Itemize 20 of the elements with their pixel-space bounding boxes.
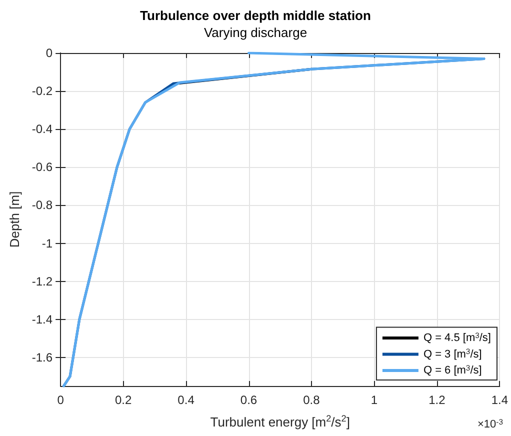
y-axis-title: Depth [m] <box>7 191 22 248</box>
y-tick-label: -1.4 <box>32 312 53 326</box>
chart-title: Turbulence over depth middle station <box>140 8 371 23</box>
y-tick-label: -1.6 <box>32 350 53 364</box>
y-tick-label: 0 <box>46 46 53 60</box>
chart-subtitle: Varying discharge <box>204 25 308 40</box>
x-tick-label: 1.2 <box>428 393 446 407</box>
x-tick-label: 0.8 <box>303 393 320 407</box>
x-tick-label: 0 <box>57 393 64 407</box>
x-tick-label: 1 <box>370 393 378 407</box>
y-tick-label: -0.2 <box>32 84 53 98</box>
x-tick-label: 1.4 <box>491 393 508 407</box>
x-tick-label: 0.4 <box>178 393 195 407</box>
y-tick-label: -0.4 <box>32 122 53 136</box>
x-tick-label: 0.6 <box>240 393 258 407</box>
y-tick-label: -0.8 <box>32 198 53 212</box>
x-tick-label: 0.2 <box>114 393 132 407</box>
y-tick-label: -1.2 <box>32 274 53 288</box>
y-tick-label: -1 <box>42 236 53 250</box>
y-tick-label: -0.6 <box>32 160 53 174</box>
